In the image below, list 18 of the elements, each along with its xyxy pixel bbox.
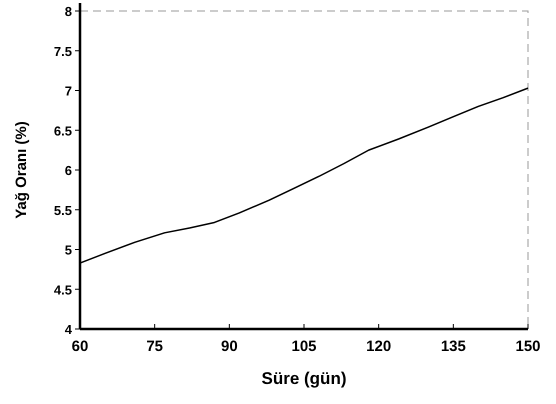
x-tick-label: 60	[72, 338, 88, 355]
x-tick-label: 150	[515, 338, 541, 355]
x-tick-label: 120	[366, 338, 392, 355]
y-tick-label: 6.5	[54, 123, 72, 138]
x-tick-label: 105	[291, 338, 317, 355]
x-axis-title: Süre (gün)	[262, 369, 346, 388]
x-tick-label: 90	[220, 338, 238, 355]
y-tick-label: 6	[64, 163, 72, 178]
y-tick-label: 8	[64, 4, 72, 19]
y-tick-label: 5.5	[54, 202, 72, 218]
y-tick-label: 4	[64, 322, 73, 337]
x-tick-label: 135	[440, 338, 466, 355]
x-tick-label: 75	[146, 338, 164, 355]
y-tick-label: 7.5	[54, 44, 72, 59]
y-tick-label: 7	[64, 84, 72, 98]
y-tick-label: 4.5	[54, 282, 72, 298]
y-axis-title: Yağ Oranı (%)	[13, 121, 30, 219]
y-tick-label: 5	[64, 242, 72, 258]
